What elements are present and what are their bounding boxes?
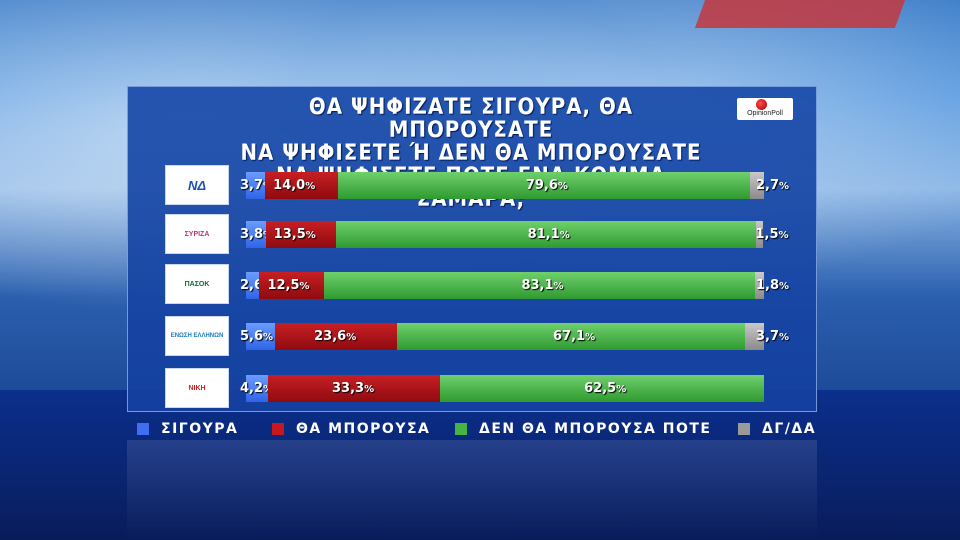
party-logo-label: ΝΔ (187, 177, 207, 193)
party-logo-syriza: ΣΥΡΙΖΑ (165, 214, 229, 254)
bar-segment-tha-mporousa (265, 172, 338, 199)
bar-value-label: 83,1% (521, 278, 564, 293)
bar-value-label: 33,3% (332, 381, 375, 396)
title-line: ΝΑ ΨΗΦΙΣΕΤΕ Ή ΔΕΝ ΘΑ ΜΠΟΡΟΥΣΑΤΕ (240, 141, 702, 166)
bar-segment-dg-da (750, 172, 764, 199)
bar-value-label: 14,0% (273, 178, 316, 193)
party-logo-label: ΝΙΚΗ (188, 384, 206, 392)
legend-swatch (455, 423, 467, 435)
bar-segment-den-tha-mporousa (335, 221, 756, 248)
studio-floor (0, 390, 960, 540)
bar-value-label: 2,7% (756, 178, 790, 193)
bar-segment-den-tha-mporousa (337, 172, 750, 199)
title-line: ΘΑ ΨΗΦΙΖΑΤΕ ΣΙΓΟΥΡΑ, ΘΑ ΜΠΟΡΟΥΣΑΤΕ (308, 95, 634, 143)
bar-segment-tha-mporousa (275, 323, 398, 350)
brand-logo-icon (756, 99, 767, 110)
bar-segment-dg-da (754, 272, 764, 299)
bar-segment-den-tha-mporousa (397, 323, 745, 350)
legend-item-sigoura: ΣΙΓΟΥΡΑ (137, 419, 238, 439)
bar-segment-den-tha-mporousa (440, 375, 764, 402)
bar-value-label: 3,7% (756, 329, 790, 344)
bar-segment-sigoura (246, 221, 266, 248)
bar-segment-dg-da (755, 221, 764, 248)
floor-reflection (127, 440, 817, 540)
bar-segment-sigoura (246, 375, 268, 402)
legend-swatch (272, 423, 284, 435)
party-logo-label: ΠΑΣΟΚ (184, 280, 210, 288)
legend-label: ΘΑ ΜΠΟΡΟΥΣΑ (296, 421, 431, 437)
legend-item-dg-da: ΔΓ/ΔΑ (738, 419, 816, 439)
bar-value-label: 13,5% (273, 227, 316, 242)
bar-value-label: 62,5% (584, 381, 627, 396)
bar-segment-dg-da (744, 323, 764, 350)
legend-swatch (738, 423, 750, 435)
legend-item-tha-mporousa: ΘΑ ΜΠΟΡΟΥΣΑ (272, 419, 430, 439)
party-logo-label: ΕΝΩΣΗ ΕΛΛΗΝΩΝ (170, 333, 224, 339)
brand-name: OpinionPoll (747, 110, 783, 117)
bar-segment-tha-mporousa (265, 221, 336, 248)
bar-value-label: 5,6% (240, 329, 274, 344)
party-logo-elliniki-lysi: ΕΝΩΣΗ ΕΛΛΗΝΩΝ (165, 316, 229, 356)
legend-swatch (137, 423, 149, 435)
bar-value-label: 12,5% (267, 278, 310, 293)
bar-segment-sigoura (246, 272, 260, 299)
legend-label: ΔΓ/ΔΑ (762, 421, 817, 437)
legend-label: ΔΕΝ ΘΑ ΜΠΟΡΟΥΣΑ ΠΟΤΕ (479, 421, 712, 437)
chart-panel (127, 86, 817, 412)
bar-segment-sigoura (246, 323, 275, 350)
party-logo-pasok: ΠΑΣΟΚ (165, 264, 229, 304)
bar-segment-sigoura (246, 172, 266, 199)
bar-value-label: 23,6% (314, 329, 357, 344)
bar-value-label: 81,1% (527, 227, 570, 242)
party-logo-niki: ΝΙΚΗ (165, 368, 229, 408)
party-logo-nd: ΝΔ (165, 165, 229, 205)
background-red-stripe (694, 0, 906, 28)
legend-item-den-tha-mporousa: ΔΕΝ ΘΑ ΜΠΟΡΟΥΣΑ ΠΟΤΕ (455, 419, 711, 439)
bar-segment-den-tha-mporousa (324, 272, 755, 299)
party-logo-label: ΣΥΡΙΖΑ (184, 230, 210, 238)
legend-label: ΣΙΓΟΥΡΑ (161, 421, 239, 437)
bar-value-label: 1,5% (755, 227, 789, 242)
bar-segment-tha-mporousa (267, 375, 441, 402)
brand-badge (737, 98, 793, 120)
bar-value-label: 79,6% (525, 178, 568, 193)
bar-value-label: 1,8% (756, 278, 790, 293)
bar-segment-tha-mporousa (259, 272, 325, 299)
bar-value-label: 67,1% (553, 329, 596, 344)
